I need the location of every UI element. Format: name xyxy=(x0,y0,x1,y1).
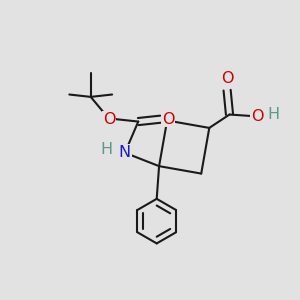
Text: O: O xyxy=(221,71,233,86)
Text: N: N xyxy=(119,145,131,160)
Text: O: O xyxy=(251,109,263,124)
Text: O: O xyxy=(103,112,116,127)
Text: O: O xyxy=(162,112,174,127)
Text: H: H xyxy=(267,107,279,122)
Text: H: H xyxy=(100,142,112,157)
